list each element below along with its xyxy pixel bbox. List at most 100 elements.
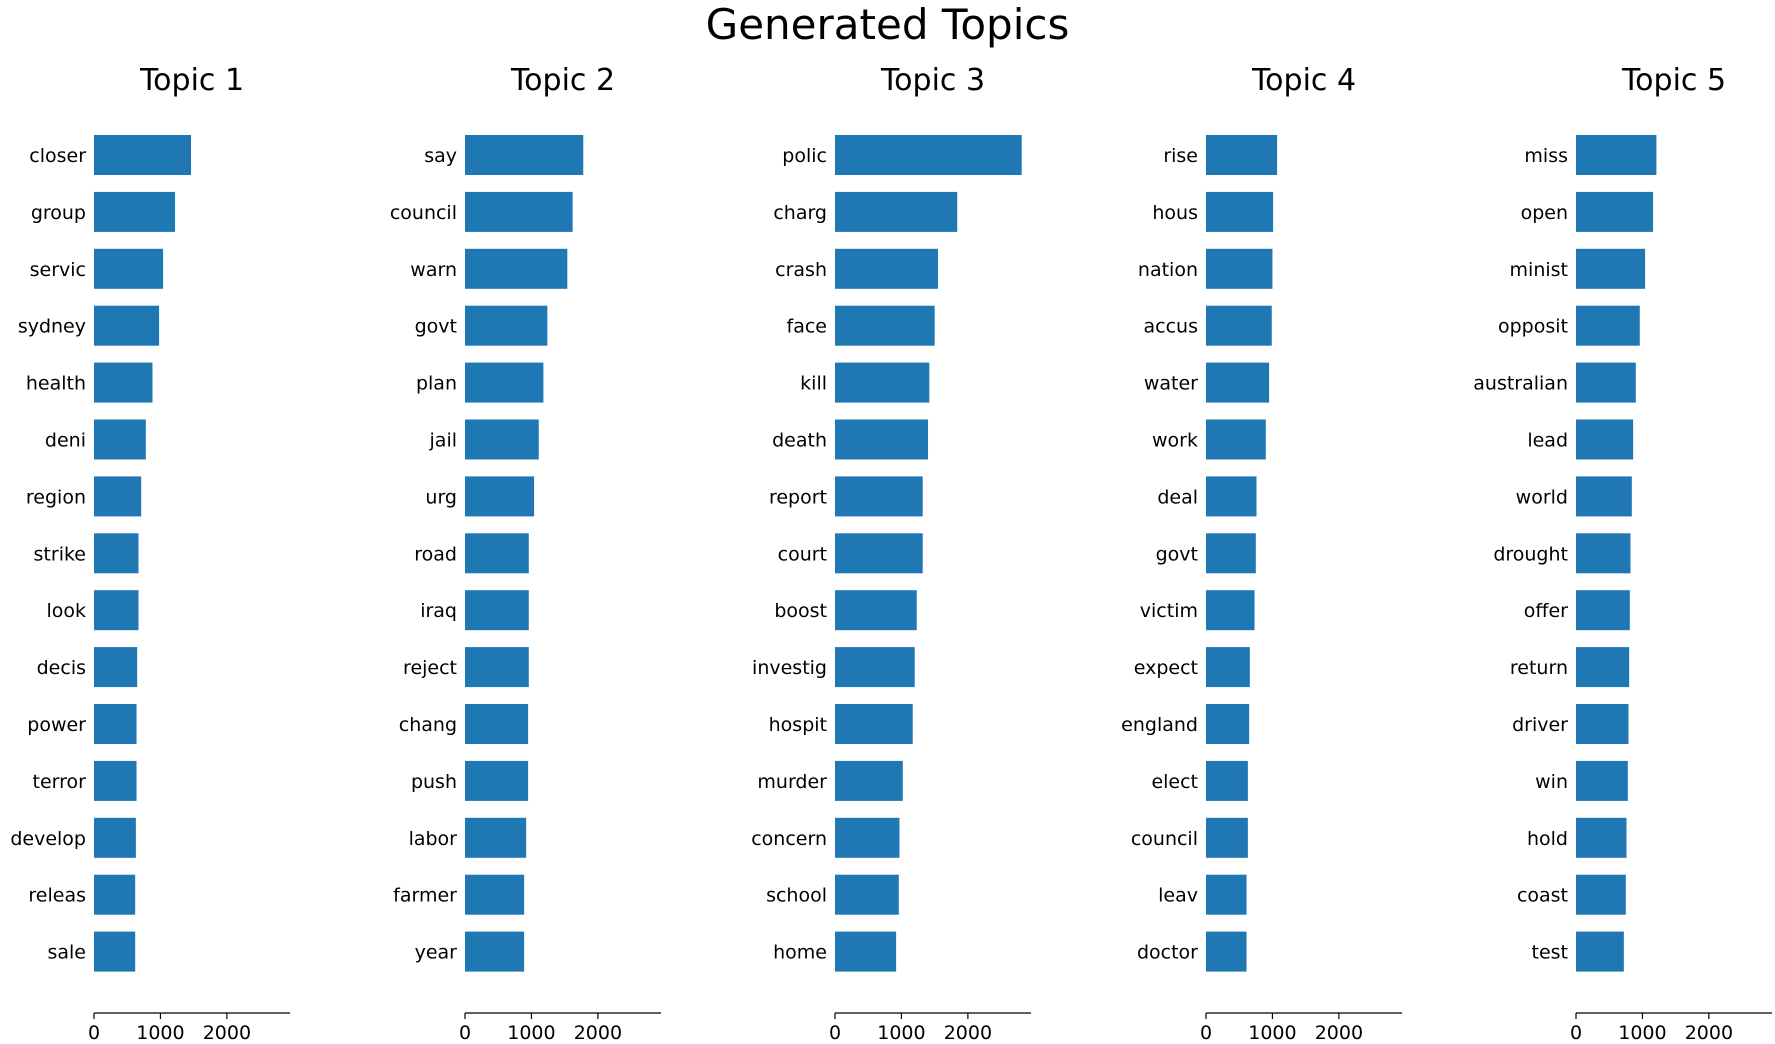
category-label: polic <box>782 145 827 167</box>
x-tick-label: 2000 <box>574 1022 622 1044</box>
category-label: closer <box>29 145 86 167</box>
bar-strike <box>94 533 139 574</box>
bar-council <box>465 191 573 232</box>
bar-death <box>835 419 929 460</box>
category-label: investig <box>752 657 827 679</box>
category-label: driver <box>1512 714 1568 736</box>
bar-work <box>1206 419 1266 460</box>
bar-develop <box>94 817 136 858</box>
category-label: deal <box>1157 486 1198 508</box>
bar-court <box>835 533 923 574</box>
bar-minist <box>1576 248 1646 289</box>
x-tick-label: 2000 <box>203 1022 251 1044</box>
bar-releas <box>94 874 136 915</box>
topic-panel-4: Topic 4 rise hous nation accus water work deal g… <box>1121 63 1402 1044</box>
bar-region <box>94 476 142 517</box>
category-label: push <box>411 771 457 793</box>
category-label: world <box>1516 486 1568 508</box>
category-label: sydney <box>18 316 86 338</box>
panel-title: Topic 4 <box>1251 63 1356 98</box>
x-tick-label: 2000 <box>1315 1022 1363 1044</box>
category-label: urg <box>425 486 457 508</box>
bar-expect <box>1206 647 1250 688</box>
bar-labor <box>465 817 527 858</box>
category-label: nation <box>1138 259 1198 281</box>
category-label: offer <box>1524 600 1568 622</box>
bar-servic <box>94 248 164 289</box>
bar-iraq <box>465 590 529 631</box>
bar-council <box>1206 817 1248 858</box>
bar-coast <box>1576 874 1626 915</box>
category-label: face <box>787 316 827 338</box>
category-label: labor <box>409 828 458 850</box>
category-label: boost <box>774 600 827 622</box>
bar-push <box>465 760 529 801</box>
bar-say <box>465 135 584 175</box>
category-label: govt <box>1156 543 1198 565</box>
category-label: england <box>1121 714 1198 736</box>
category-label: terror <box>33 771 87 793</box>
category-label: minist <box>1510 259 1568 281</box>
bar-australian <box>1576 362 1636 403</box>
bar-health <box>94 362 153 403</box>
category-label: home <box>773 942 827 964</box>
category-label: develop <box>10 828 86 850</box>
bar-drought <box>1576 533 1631 574</box>
bar-chang <box>465 704 529 744</box>
bar-test <box>1576 931 1624 972</box>
category-label: charg <box>773 202 827 224</box>
category-label: expect <box>1134 657 1198 679</box>
category-label: govt <box>415 316 457 338</box>
category-label: chang <box>399 714 457 736</box>
category-label: year <box>415 942 458 964</box>
category-label: work <box>1152 430 1198 452</box>
bar-elect <box>1206 760 1248 801</box>
category-label: australian <box>1473 373 1568 395</box>
topic-panel-1: Topic 1 closer group servic sydney health deni… <box>10 63 290 1044</box>
category-label: opposit <box>1498 316 1568 338</box>
category-label: concern <box>751 828 827 850</box>
category-label: sale <box>47 942 86 964</box>
category-label: region <box>26 486 86 508</box>
bar-farmer <box>465 874 525 915</box>
bar-rise <box>1206 135 1278 175</box>
bar-plan <box>465 362 544 403</box>
bar-offer <box>1576 590 1630 631</box>
bar-hous <box>1206 191 1274 232</box>
category-label: return <box>1510 657 1568 679</box>
category-label: deni <box>45 430 86 452</box>
bar-year <box>465 931 525 972</box>
bar-leav <box>1206 874 1247 915</box>
bar-face <box>835 305 935 346</box>
category-label: open <box>1521 202 1568 224</box>
bar-investig <box>835 647 915 688</box>
category-label: look <box>46 600 86 622</box>
bar-accus <box>1206 305 1272 346</box>
topic-panel-5: Topic 5 miss open minist opposit australian le… <box>1473 63 1772 1044</box>
category-label: coast <box>1517 885 1568 907</box>
category-label: murder <box>757 771 827 793</box>
bar-win <box>1576 760 1628 801</box>
category-label: power <box>27 714 86 736</box>
x-tick-label: 0 <box>88 1022 100 1044</box>
bar-lead <box>1576 419 1634 460</box>
category-label: servic <box>30 259 86 281</box>
bar-deal <box>1206 476 1257 517</box>
bar-home <box>835 931 897 972</box>
category-label: strike <box>34 543 86 565</box>
category-label: decis <box>37 657 86 679</box>
bar-world <box>1576 476 1632 517</box>
category-label: plan <box>416 373 457 395</box>
bar-report <box>835 476 923 517</box>
category-label: iraq <box>420 600 457 622</box>
category-label: hous <box>1152 202 1198 224</box>
topic-panel-2: Topic 2 say council warn govt plan jail urg road… <box>390 63 661 1044</box>
bar-victim <box>1206 590 1255 631</box>
category-label: death <box>772 430 827 452</box>
bar-closer <box>94 135 192 175</box>
bar-terror <box>94 760 137 801</box>
category-label: health <box>26 373 86 395</box>
category-label: accus <box>1144 316 1198 338</box>
x-tick-label: 0 <box>1200 1022 1212 1044</box>
